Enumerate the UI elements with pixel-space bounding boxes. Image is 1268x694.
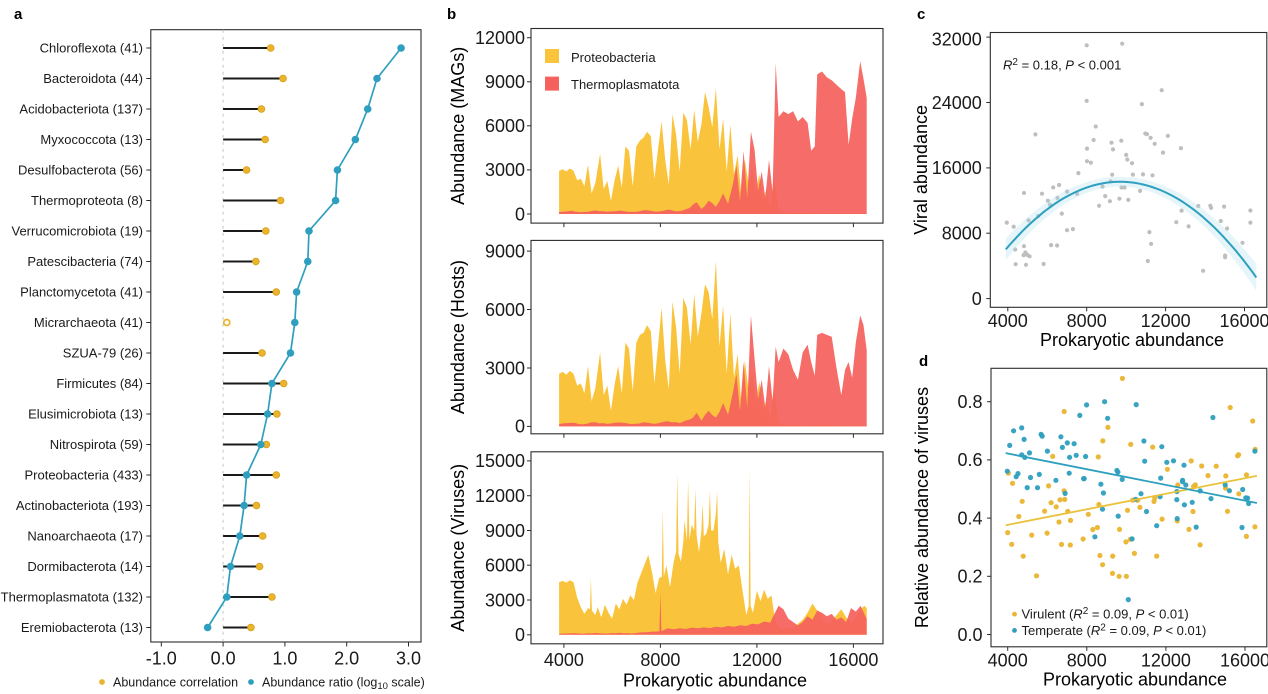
svg-text:Nanoarchaeota (17): Nanoarchaeota (17)	[27, 529, 143, 544]
svg-text:12000: 12000	[1141, 311, 1191, 331]
svg-text:Firmicutes (84): Firmicutes (84)	[56, 376, 143, 391]
svg-text:6000: 6000	[485, 556, 525, 576]
svg-text:8000: 8000	[942, 224, 982, 244]
svg-text:9000: 9000	[485, 72, 525, 92]
svg-text:0: 0	[515, 417, 525, 437]
svg-text:Planctomycetota (41): Planctomycetota (41)	[20, 285, 143, 300]
svg-text:Elusimicrobiota (13): Elusimicrobiota (13)	[28, 407, 143, 422]
svg-text:Bacteroidota (44): Bacteroidota (44)	[43, 71, 143, 86]
svg-text:12000: 12000	[475, 486, 525, 506]
svg-text:12000: 12000	[475, 28, 525, 48]
svg-text:b: b	[447, 6, 456, 23]
svg-text:16000: 16000	[932, 158, 982, 178]
svg-text:2.0: 2.0	[334, 649, 359, 669]
svg-text:0.0: 0.0	[957, 625, 982, 645]
svg-text:Nitrospirota (59): Nitrospirota (59)	[50, 437, 143, 452]
svg-text:12000: 12000	[732, 650, 782, 670]
svg-text:6000: 6000	[485, 300, 525, 320]
svg-text:Thermoplasmatota: Thermoplasmatota	[571, 77, 680, 92]
svg-text:24000: 24000	[932, 93, 982, 113]
svg-text:0.8: 0.8	[957, 392, 982, 412]
svg-text:Patescibacteria (74): Patescibacteria (74)	[27, 254, 143, 269]
svg-text:3000: 3000	[485, 590, 525, 610]
svg-text:0.6: 0.6	[957, 450, 982, 470]
svg-text:16000: 16000	[828, 650, 878, 670]
svg-text:Proteobacteria (433): Proteobacteria (433)	[24, 468, 143, 483]
svg-text:Dormibacterota (14): Dormibacterota (14)	[27, 559, 143, 574]
svg-text:Thermoproteota (8): Thermoproteota (8)	[31, 193, 143, 208]
svg-text:16000: 16000	[1219, 311, 1268, 331]
svg-text:8000: 8000	[1067, 311, 1107, 331]
svg-text:d: d	[919, 353, 928, 370]
svg-text:0.4: 0.4	[957, 508, 982, 528]
svg-text:R2 = 0.18, P < 0.001: R2 = 0.18, P < 0.001	[1003, 57, 1121, 73]
svg-text:3.0: 3.0	[396, 649, 421, 669]
svg-text:16000: 16000	[1220, 650, 1268, 670]
svg-text:6000: 6000	[485, 116, 525, 136]
svg-text:Prokaryotic abundance: Prokaryotic abundance	[623, 670, 807, 690]
svg-text:Eremiobacterota (13): Eremiobacterota (13)	[21, 620, 143, 635]
svg-text:4000: 4000	[988, 650, 1028, 670]
svg-text:Proteobacteria: Proteobacteria	[571, 50, 656, 65]
svg-text:Actinobacteriota (193): Actinobacteriota (193)	[16, 498, 143, 513]
svg-text:Virulent (R2 = 0.09, P < 0.01): Virulent (R2 = 0.09, P < 0.01)	[1022, 606, 1189, 622]
svg-text:Abundance (MAGs): Abundance (MAGs)	[448, 47, 468, 205]
svg-text:Chloroflexota (41): Chloroflexota (41)	[40, 41, 143, 56]
svg-text:4000: 4000	[544, 650, 584, 670]
svg-text:3000: 3000	[485, 160, 525, 180]
svg-text:0.2: 0.2	[957, 567, 982, 587]
svg-text:15000: 15000	[475, 451, 525, 471]
svg-text:Prokaryotic abundance: Prokaryotic abundance	[1043, 669, 1227, 689]
svg-text:Temperate (R2 = 0.09, P < 0.01: Temperate (R2 = 0.09, P < 0.01)	[1022, 622, 1207, 638]
svg-text:Viral abundance: Viral abundance	[911, 105, 931, 235]
svg-text:9000: 9000	[485, 241, 525, 261]
svg-text:0: 0	[972, 289, 982, 309]
svg-text:8000: 8000	[1067, 650, 1107, 670]
svg-text:Micrarchaeota (41): Micrarchaeota (41)	[34, 315, 143, 330]
svg-text:Relative abundance of viruses: Relative abundance of viruses	[912, 387, 932, 628]
svg-text:Prokaryotic abundance: Prokaryotic abundance	[1040, 330, 1224, 350]
svg-text:32000: 32000	[932, 29, 982, 49]
svg-text:Abundance (Viruses): Abundance (Viruses)	[448, 464, 468, 632]
svg-text:SZUA-79 (26): SZUA-79 (26)	[63, 346, 143, 361]
svg-text:Thermoplasmatota (132): Thermoplasmatota (132)	[1, 590, 143, 605]
svg-text:0: 0	[515, 625, 525, 645]
svg-text:9000: 9000	[485, 521, 525, 541]
svg-text:Abundance correlation: Abundance correlation	[113, 676, 238, 690]
svg-text:1.0: 1.0	[272, 649, 297, 669]
svg-text:a: a	[14, 6, 23, 23]
svg-text:0.0: 0.0	[211, 649, 236, 669]
svg-text:Verrucomicrobiota (19): Verrucomicrobiota (19)	[12, 224, 144, 239]
svg-text:Abundance (Hosts): Abundance (Hosts)	[448, 260, 468, 414]
svg-text:Acidobacteriota (137): Acidobacteriota (137)	[19, 102, 143, 117]
svg-text:4000: 4000	[988, 311, 1028, 331]
svg-text:-1.0: -1.0	[146, 649, 177, 669]
svg-text:0: 0	[515, 204, 525, 224]
svg-text:12000: 12000	[1141, 650, 1191, 670]
svg-text:c: c	[917, 6, 925, 23]
svg-text:Desulfobacterota (56): Desulfobacterota (56)	[18, 163, 143, 178]
svg-text:3000: 3000	[485, 358, 525, 378]
svg-text:Myxococcota (13): Myxococcota (13)	[40, 132, 143, 147]
svg-text:8000: 8000	[640, 650, 680, 670]
